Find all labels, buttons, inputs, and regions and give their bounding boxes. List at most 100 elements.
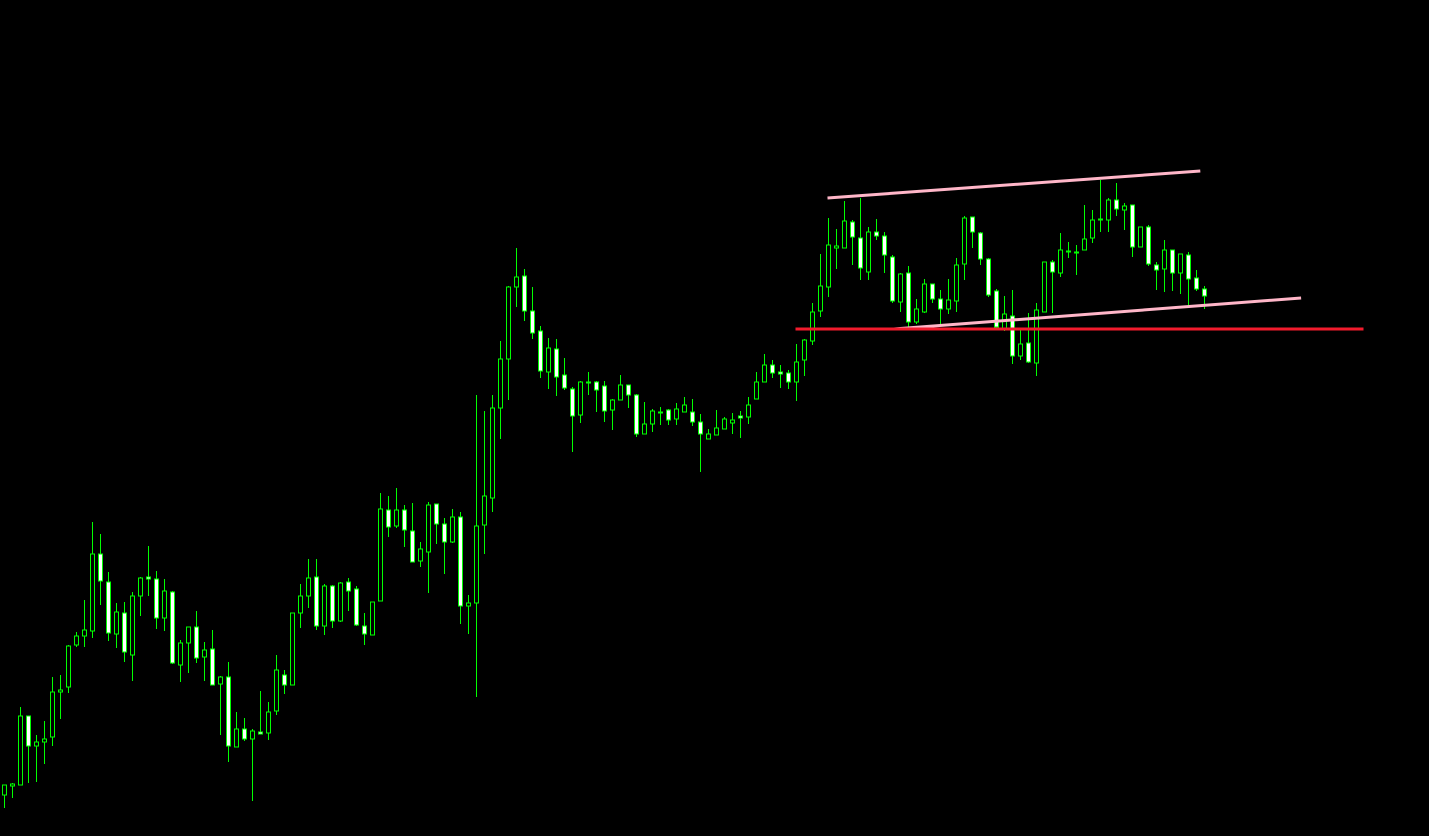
candle-body bbox=[682, 404, 687, 413]
candle-body bbox=[522, 275, 527, 312]
candle-body bbox=[890, 256, 895, 302]
candle-bullish bbox=[1106, 198, 1111, 232]
candle-bearish bbox=[106, 572, 111, 641]
candle-body bbox=[1170, 249, 1175, 274]
candle-body bbox=[218, 676, 223, 685]
candle-bearish bbox=[410, 503, 415, 563]
candle-body bbox=[1122, 205, 1127, 211]
candle-body bbox=[34, 741, 39, 747]
candle-body bbox=[978, 232, 983, 260]
candle-bullish bbox=[898, 273, 903, 312]
candle-bearish bbox=[330, 585, 335, 628]
candle-bullish bbox=[1138, 226, 1143, 248]
candle-body bbox=[1098, 218, 1103, 221]
trendline-channel-lower[interactable] bbox=[893, 296, 1302, 331]
candle-bullish bbox=[546, 338, 551, 389]
candle-body bbox=[794, 361, 799, 383]
candle-body bbox=[1178, 253, 1183, 274]
candle-body bbox=[226, 676, 231, 747]
candle-body bbox=[434, 503, 439, 525]
candle-bullish bbox=[954, 258, 959, 312]
candle-body bbox=[370, 601, 375, 636]
candle-bullish bbox=[338, 582, 343, 622]
candle-bullish bbox=[922, 279, 927, 313]
candle-body bbox=[426, 504, 431, 553]
candle-bullish bbox=[178, 640, 183, 682]
candle-body bbox=[1090, 219, 1095, 239]
candle-body bbox=[994, 290, 999, 328]
candle-bearish bbox=[346, 578, 351, 611]
candle-bullish bbox=[746, 397, 751, 424]
candle-body bbox=[82, 629, 87, 637]
candle-body bbox=[842, 220, 847, 249]
candle-bullish bbox=[506, 286, 511, 400]
candle-bullish bbox=[962, 216, 967, 280]
candle-bearish bbox=[858, 198, 863, 280]
candle-body bbox=[874, 231, 879, 237]
trendline-channel-upper[interactable] bbox=[827, 169, 1201, 200]
candle-bullish bbox=[50, 677, 55, 746]
candle-body bbox=[1202, 288, 1207, 297]
candle-bullish bbox=[1018, 330, 1023, 360]
candle-bearish bbox=[626, 384, 631, 408]
candle-bullish bbox=[82, 600, 87, 647]
candle-body bbox=[242, 728, 247, 740]
candle-bearish bbox=[570, 387, 575, 452]
candle-bullish bbox=[274, 655, 279, 715]
candle-bearish bbox=[354, 586, 359, 626]
candle-body bbox=[314, 576, 319, 627]
candle-body bbox=[58, 689, 63, 693]
candle-bullish bbox=[290, 612, 295, 686]
candle-body bbox=[722, 418, 727, 430]
candle-bullish bbox=[818, 254, 823, 317]
candle-body bbox=[818, 285, 823, 312]
candle-bearish bbox=[986, 258, 991, 297]
candle-bearish bbox=[538, 326, 543, 378]
candle-body bbox=[658, 411, 663, 414]
candle-body bbox=[498, 358, 503, 409]
candle-bullish bbox=[322, 584, 327, 635]
candle-body bbox=[106, 581, 111, 634]
trendlines-layer bbox=[795, 169, 1364, 331]
candle-bullish bbox=[218, 676, 223, 735]
candle-bearish bbox=[1186, 252, 1191, 305]
candle-body bbox=[170, 591, 175, 664]
candle-body bbox=[122, 612, 127, 653]
candle-body bbox=[1066, 250, 1071, 253]
candle-bullish bbox=[1082, 205, 1087, 251]
candle-body bbox=[858, 237, 863, 269]
candle-body bbox=[602, 385, 607, 412]
candle-bullish bbox=[810, 303, 815, 345]
candle-bullish bbox=[466, 595, 471, 634]
candle-body bbox=[650, 410, 655, 425]
candle-body bbox=[1082, 238, 1087, 251]
candle-bearish bbox=[882, 232, 887, 273]
candle-bearish bbox=[210, 630, 215, 686]
candle-body bbox=[306, 577, 311, 597]
candle-body bbox=[938, 298, 943, 310]
candle-bullish bbox=[298, 584, 303, 628]
candle-body bbox=[234, 728, 239, 748]
candle-body bbox=[322, 585, 327, 627]
candle-body bbox=[1034, 309, 1039, 364]
candle-bullish bbox=[834, 229, 839, 269]
candle-body bbox=[378, 508, 383, 602]
candle-body bbox=[714, 427, 719, 436]
candle-bearish bbox=[386, 496, 391, 537]
candle-body bbox=[98, 553, 103, 582]
candle-bearish bbox=[602, 381, 607, 422]
candle-bearish bbox=[562, 358, 567, 390]
candle-bullish bbox=[2, 784, 7, 808]
candle-bullish bbox=[74, 632, 79, 647]
candle-bearish bbox=[1026, 313, 1031, 363]
candle-bullish bbox=[618, 375, 623, 401]
candle-bullish bbox=[762, 354, 767, 383]
candle-bearish bbox=[194, 611, 199, 663]
candle-bullish bbox=[130, 592, 135, 681]
candle-bearish bbox=[402, 505, 407, 547]
candle-bearish bbox=[890, 255, 895, 303]
candle-bullish bbox=[418, 542, 423, 567]
candle-body bbox=[26, 715, 31, 747]
candle-body bbox=[418, 548, 423, 562]
candle-body bbox=[986, 258, 991, 296]
